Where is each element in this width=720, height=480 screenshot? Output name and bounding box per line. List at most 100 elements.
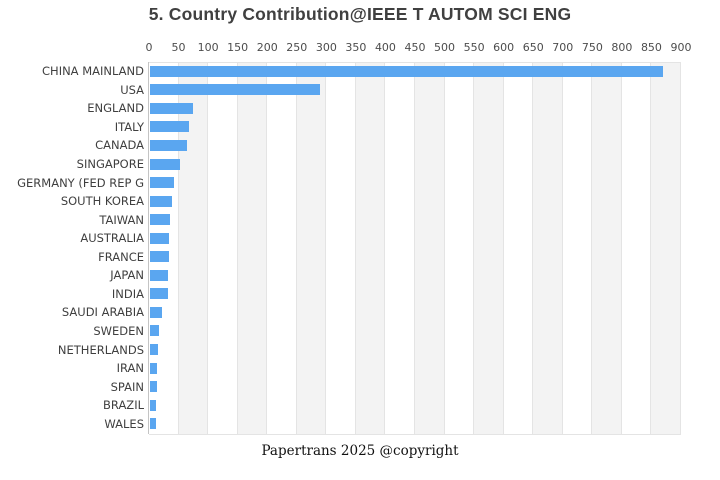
x-tick-label: 0	[145, 41, 153, 54]
plot-stripe	[444, 63, 475, 434]
category-label: SINGAPORE	[76, 157, 144, 172]
category-label: CHINA MAINLAND	[42, 64, 144, 79]
plot-stripe	[415, 63, 445, 434]
plot-stripe	[621, 63, 652, 434]
category-label: NETHERLANDS	[57, 342, 144, 357]
y-axis-line	[148, 62, 149, 434]
category-label: SWEDEN	[93, 323, 144, 338]
gridline	[503, 63, 504, 434]
x-tick-label: 750	[581, 41, 603, 54]
plot-stripe	[562, 63, 593, 434]
category-label: AUSTRALIA	[80, 231, 144, 246]
plot-stripe	[651, 63, 681, 434]
category-label: ENGLAND	[87, 101, 144, 116]
x-tick-label: 800	[611, 41, 633, 54]
bar	[150, 195, 172, 207]
category-label: SOUTH KOREA	[60, 194, 144, 209]
x-tick-label: 650	[522, 41, 544, 54]
bar	[150, 121, 189, 133]
bar	[150, 288, 168, 300]
gridline	[621, 63, 622, 434]
plot-stripe	[208, 63, 238, 434]
x-tick-label: 350	[345, 41, 367, 54]
bar	[150, 306, 162, 318]
bar	[150, 177, 175, 189]
bar	[150, 344, 158, 356]
plot-stripe	[355, 63, 386, 434]
plot-stripe	[592, 63, 622, 434]
footer-credit: Papertrans 2025 @copyright	[261, 443, 459, 459]
x-tick-label: 500	[434, 41, 456, 54]
x-tick-label: 250	[286, 41, 308, 54]
bar	[150, 158, 181, 170]
gridline	[444, 63, 445, 434]
plot-stripe	[474, 63, 504, 434]
gridline	[325, 63, 326, 434]
category-label: ITALY	[114, 119, 144, 134]
x-tick-label: 550	[463, 41, 485, 54]
plot-stripe	[267, 63, 297, 434]
gridline	[296, 63, 297, 434]
category-label: INDIA	[111, 286, 144, 301]
x-tick-label: 450	[404, 41, 426, 54]
category-label: BRAZIL	[103, 398, 144, 413]
category-label: GERMANY (FED REP G	[17, 175, 144, 190]
category-label: SAUDI ARABIA	[61, 305, 144, 320]
bar	[150, 139, 187, 151]
category-label: FRANCE	[98, 249, 144, 264]
gridline	[207, 63, 208, 434]
gridline	[591, 63, 592, 434]
x-tick-label: 300	[315, 41, 337, 54]
gridline	[237, 63, 238, 434]
gridline	[266, 63, 267, 434]
y-axis-category-labels: CHINA MAINLAND USA ENGLAND ITALY CANADA SINGA…	[0, 62, 144, 433]
x-tick-label: 150	[227, 41, 249, 54]
x-tick-label: 900	[670, 41, 692, 54]
gridline	[414, 63, 415, 434]
gridline	[680, 63, 681, 434]
plot-stripe	[533, 63, 563, 434]
category-label: JAPAN	[110, 268, 144, 283]
gridline	[473, 63, 474, 434]
bar	[150, 325, 160, 337]
x-tick-label: 200	[256, 41, 278, 54]
x-tick-label: 400	[374, 41, 396, 54]
plot-area	[149, 62, 681, 435]
bar	[150, 269, 168, 281]
bar	[150, 399, 156, 411]
category-label: TAIWAN	[99, 212, 144, 227]
chart-title: 5. Country Contribution@IEEE T AUTOM SCI…	[148, 4, 572, 24]
x-tick-label: 600	[493, 41, 515, 54]
bar	[150, 214, 171, 226]
category-label: IRAN	[116, 361, 144, 376]
gridline	[384, 63, 385, 434]
category-label: WALES	[104, 416, 144, 431]
category-label: USA	[120, 82, 144, 97]
gridline	[178, 63, 179, 434]
bar	[150, 418, 156, 430]
x-tick-label: 50	[171, 41, 186, 54]
bar-series	[149, 62, 681, 433]
bar	[150, 84, 320, 96]
bar	[150, 232, 169, 244]
gridline	[355, 63, 356, 434]
plot-stripe	[503, 63, 534, 434]
bar	[150, 65, 664, 77]
bar	[150, 251, 169, 263]
bar	[150, 102, 194, 114]
category-label: SPAIN	[110, 379, 144, 394]
plot-stripe	[237, 63, 268, 434]
plot-stripe	[385, 63, 415, 434]
bar	[150, 381, 157, 393]
bar	[150, 362, 157, 374]
category-label: CANADA	[95, 138, 144, 153]
gridline	[532, 63, 533, 434]
gridline	[562, 63, 563, 434]
x-tick-label: 850	[640, 41, 662, 54]
x-tick-label: 700	[552, 41, 574, 54]
x-tick-label: 100	[197, 41, 219, 54]
plot-stripe	[296, 63, 327, 434]
gridline	[650, 63, 651, 434]
plot-stripe	[326, 63, 356, 434]
